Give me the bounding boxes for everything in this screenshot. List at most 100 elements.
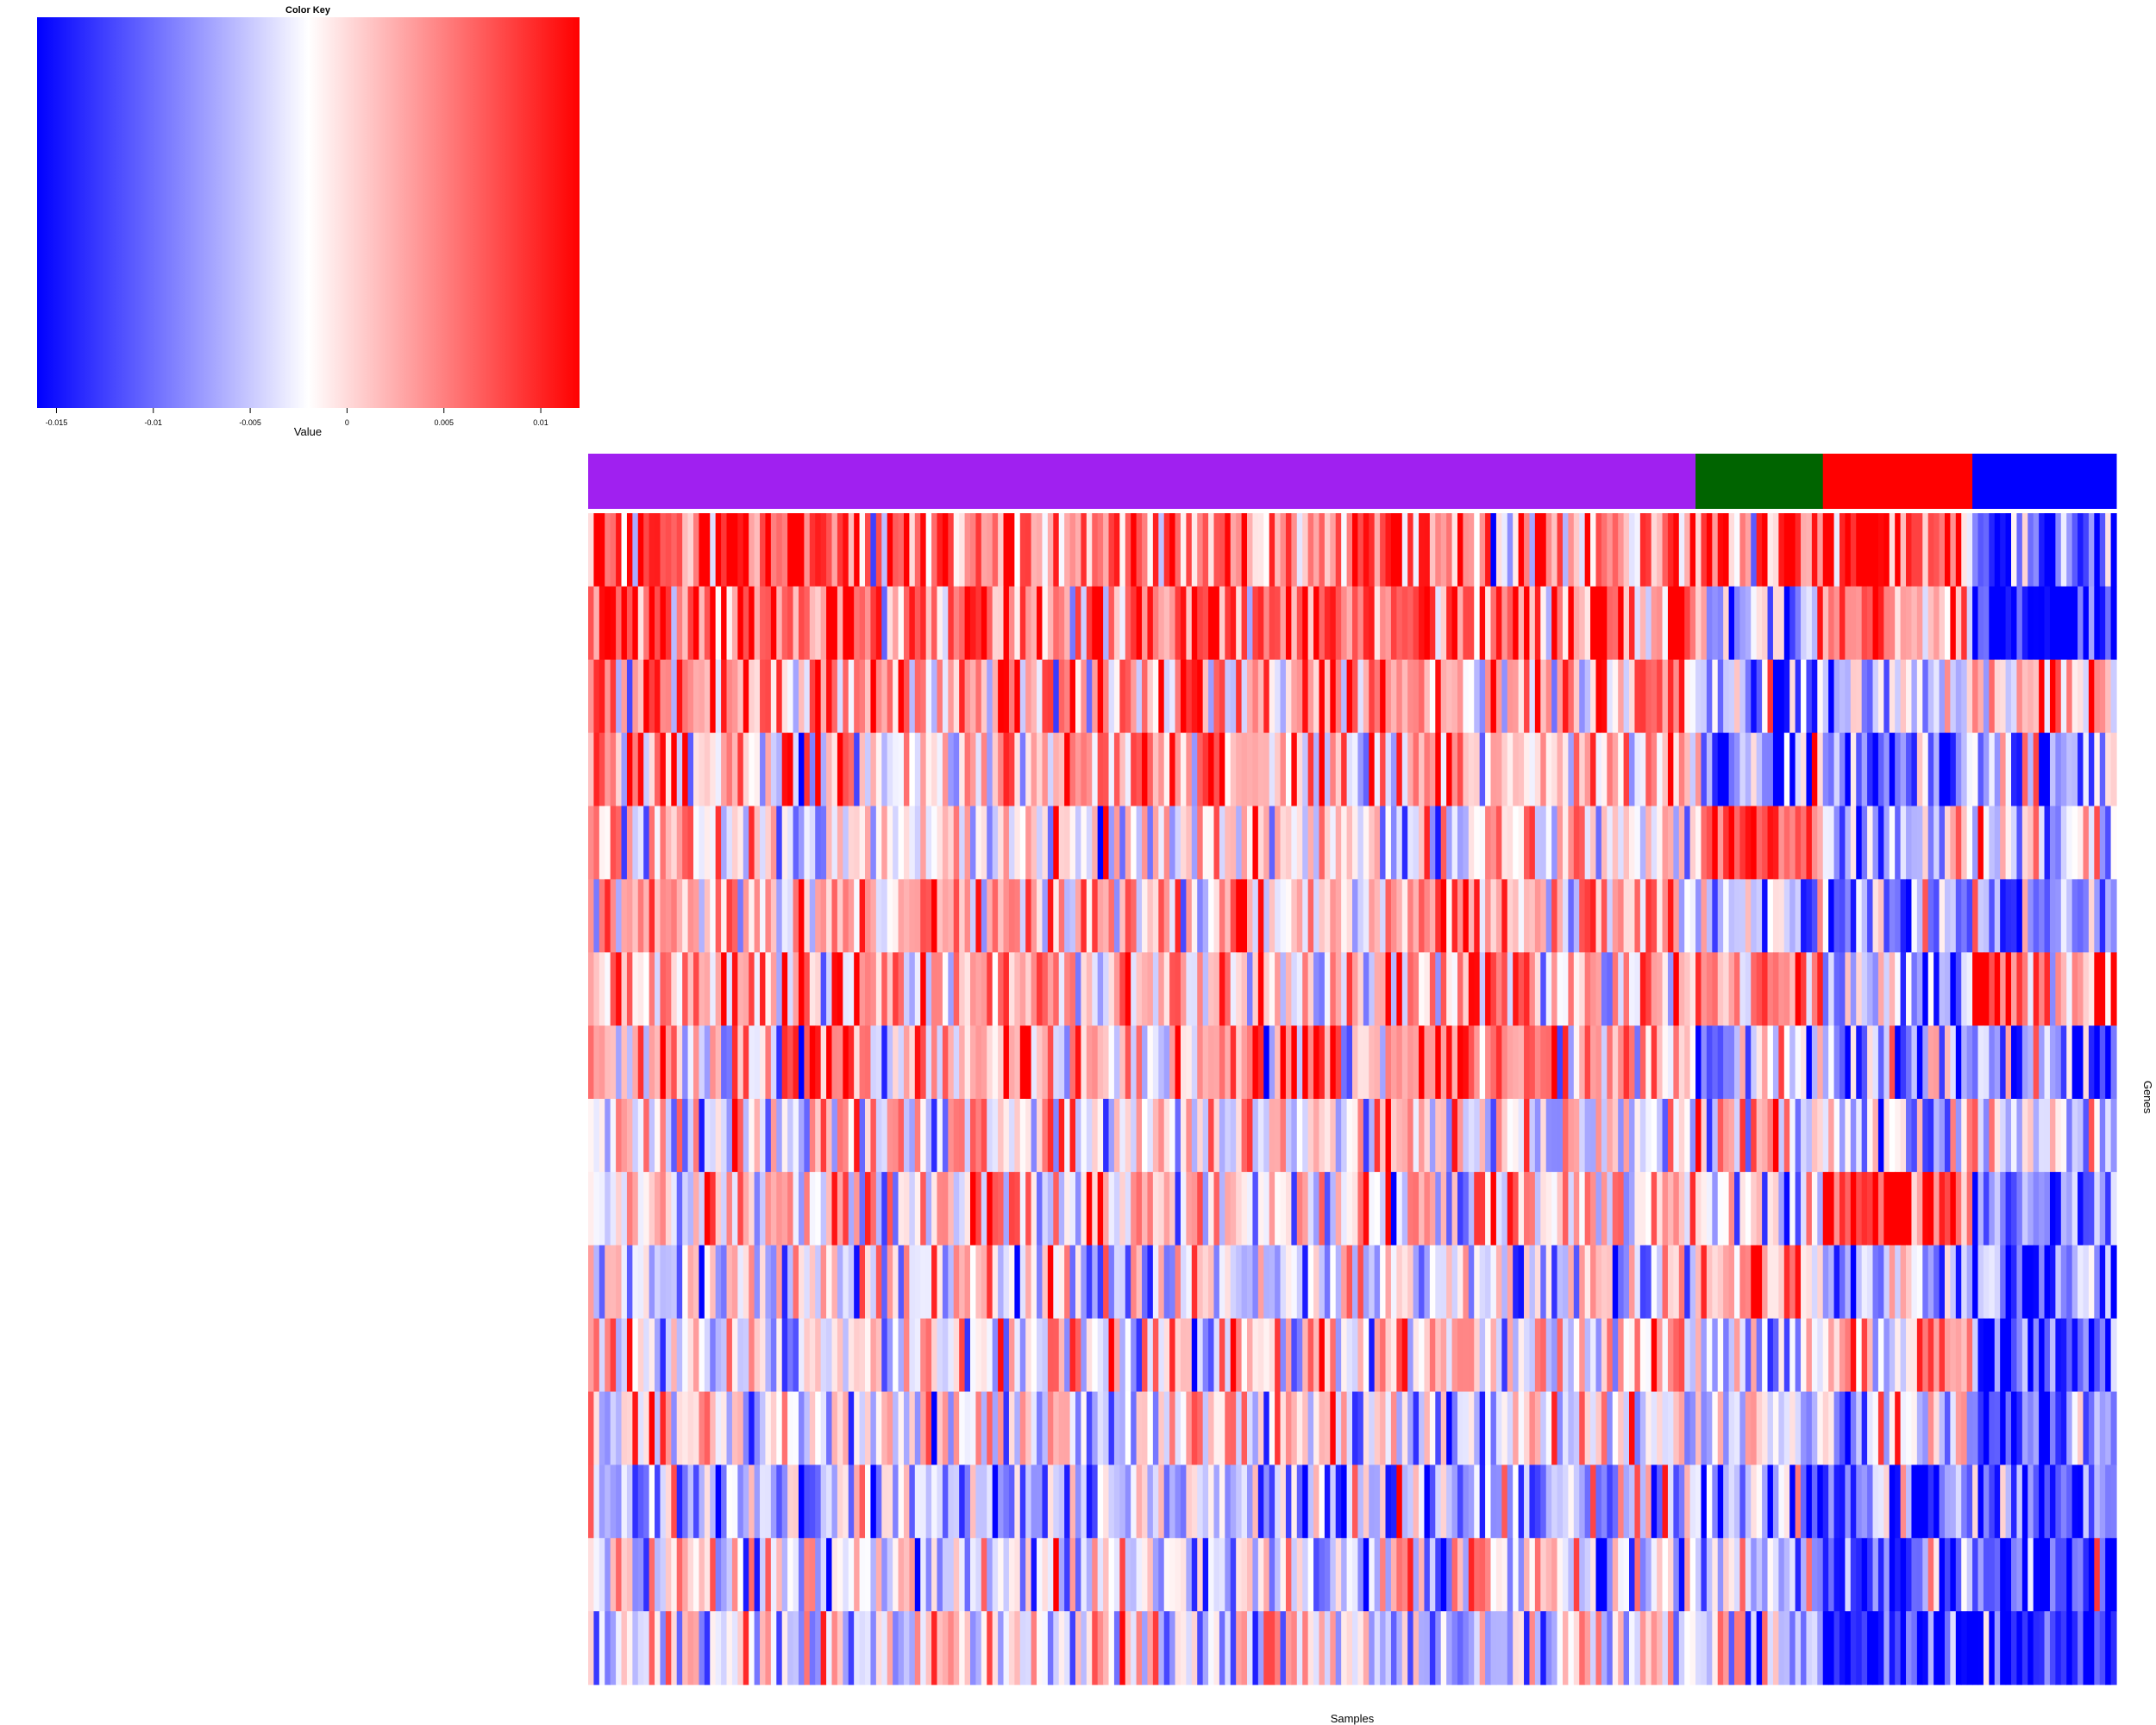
heatmap-cell — [726, 1171, 733, 1246]
heatmap-cell — [2000, 1318, 2007, 1393]
heatmap-cell — [1324, 1391, 1331, 1465]
heatmap-cell — [820, 952, 827, 1026]
heatmap-cell — [1507, 1245, 1514, 1320]
heatmap-cell — [1390, 879, 1397, 953]
heatmap-cell — [726, 1099, 733, 1173]
heatmap-cell — [626, 806, 633, 880]
heatmap-cell — [1673, 1465, 1680, 1539]
heatmap-cell — [1778, 1538, 1785, 1612]
heatmap-cell — [2071, 1465, 2078, 1539]
color-key-title: Color Key — [285, 5, 331, 16]
heatmap-cell — [1723, 1245, 1730, 1320]
heatmap-cell — [815, 1465, 822, 1539]
heatmap-cell — [1895, 1611, 1902, 1685]
heatmap-cell — [1131, 1318, 1138, 1393]
heatmap-cell — [726, 879, 733, 953]
heatmap-cell — [1977, 1611, 1984, 1685]
heatmap-cell — [588, 1538, 595, 1612]
heatmap-cell — [1706, 586, 1713, 661]
heatmap-cell — [1019, 586, 1026, 661]
heatmap-cell — [1495, 1318, 1502, 1393]
heatmap-cell — [1202, 513, 1209, 587]
heatmap-cell — [1756, 1318, 1763, 1393]
heatmap-cell — [1795, 1611, 1802, 1685]
heatmap-cell — [1257, 1171, 1264, 1246]
heatmap-cell — [737, 732, 744, 807]
heatmap-cell — [903, 1538, 910, 1612]
heatmap-cell — [2088, 659, 2095, 734]
heatmap-cell — [2016, 1318, 2023, 1393]
heatmap-cell — [2055, 1171, 2062, 1246]
heatmap-cell — [1419, 1099, 1426, 1173]
heatmap-cell — [2044, 1318, 2051, 1393]
heatmap-cell — [643, 1245, 650, 1320]
heatmap-cell — [893, 1465, 899, 1539]
heatmap-cell — [1103, 732, 1110, 807]
heatmap-cell — [970, 806, 977, 880]
heatmap-cell — [1950, 1538, 1957, 1612]
heatmap-cell — [1413, 806, 1420, 880]
heatmap-cell — [1513, 1099, 1520, 1173]
heatmap-cell — [1119, 732, 1126, 807]
heatmap-cell — [1983, 1465, 1990, 1539]
heatmap-cell — [1075, 1026, 1082, 1100]
heatmap-cell — [1396, 1099, 1403, 1173]
heatmap-cell — [599, 586, 605, 661]
heatmap-cell — [848, 1026, 855, 1100]
heatmap-cell — [2066, 1465, 2073, 1539]
heatmap-cell — [2011, 1245, 2018, 1320]
heatmap-cell — [671, 1171, 678, 1246]
heatmap-cell — [699, 1026, 705, 1100]
heatmap-cell — [893, 1099, 899, 1173]
heatmap-cell — [931, 586, 938, 661]
heatmap-cell — [804, 952, 811, 1026]
heatmap-cell — [715, 879, 722, 953]
heatmap-cell — [1440, 1611, 1447, 1685]
heatmap-cell — [2033, 1391, 2040, 1465]
heatmap-cell — [1180, 659, 1187, 734]
heatmap-cell — [881, 1538, 888, 1612]
heatmap-cell — [1186, 586, 1193, 661]
heatmap-cell — [605, 732, 611, 807]
heatmap-cell — [1972, 1245, 1979, 1320]
heatmap-cell — [2000, 806, 2007, 880]
heatmap-cell — [1966, 1171, 1973, 1246]
heatmap-cell — [1701, 513, 1708, 587]
heatmap-cell — [1257, 732, 1264, 807]
heatmap-cell — [1728, 659, 1735, 734]
heatmap-cell — [1501, 879, 1508, 953]
heatmap-cell — [1180, 1318, 1187, 1393]
heatmap-cell — [1845, 1099, 1852, 1173]
heatmap-cell — [1584, 1171, 1591, 1246]
heatmap-cell — [1972, 1099, 1979, 1173]
heatmap-cell — [626, 879, 633, 953]
heatmap-cell — [1856, 1318, 1863, 1393]
heatmap-cell — [2060, 1538, 2067, 1612]
heatmap-cell — [1468, 1538, 1475, 1612]
heatmap-cell — [914, 1318, 921, 1393]
heatmap-cell — [2099, 732, 2106, 807]
heatmap-cell — [2005, 1318, 2012, 1393]
heatmap-cell — [737, 952, 744, 1026]
heatmap-cell — [1595, 1611, 1602, 1685]
heatmap-cell — [1241, 806, 1248, 880]
heatmap-cell — [1712, 1318, 1719, 1393]
heatmap-cell — [1113, 806, 1120, 880]
heatmap-cell — [1607, 1391, 1614, 1465]
heatmap-cell — [887, 586, 893, 661]
heatmap-cell — [743, 659, 749, 734]
heatmap-cell — [1906, 1465, 1913, 1539]
heatmap-cell — [682, 586, 689, 661]
heatmap-cell — [1269, 1171, 1275, 1246]
heatmap-cell — [843, 1391, 849, 1465]
heatmap-cell — [1180, 1099, 1187, 1173]
heatmap-cell — [770, 1171, 777, 1246]
heatmap-cell — [1324, 1026, 1331, 1100]
heatmap-cell — [1385, 1245, 1392, 1320]
heatmap-cell — [2105, 732, 2112, 807]
heatmap-cell — [1019, 1026, 1026, 1100]
heatmap-cell — [1390, 1538, 1397, 1612]
heatmap-cell — [843, 513, 849, 587]
heatmap-cell — [770, 952, 777, 1026]
heatmap-cell — [1252, 1391, 1259, 1465]
